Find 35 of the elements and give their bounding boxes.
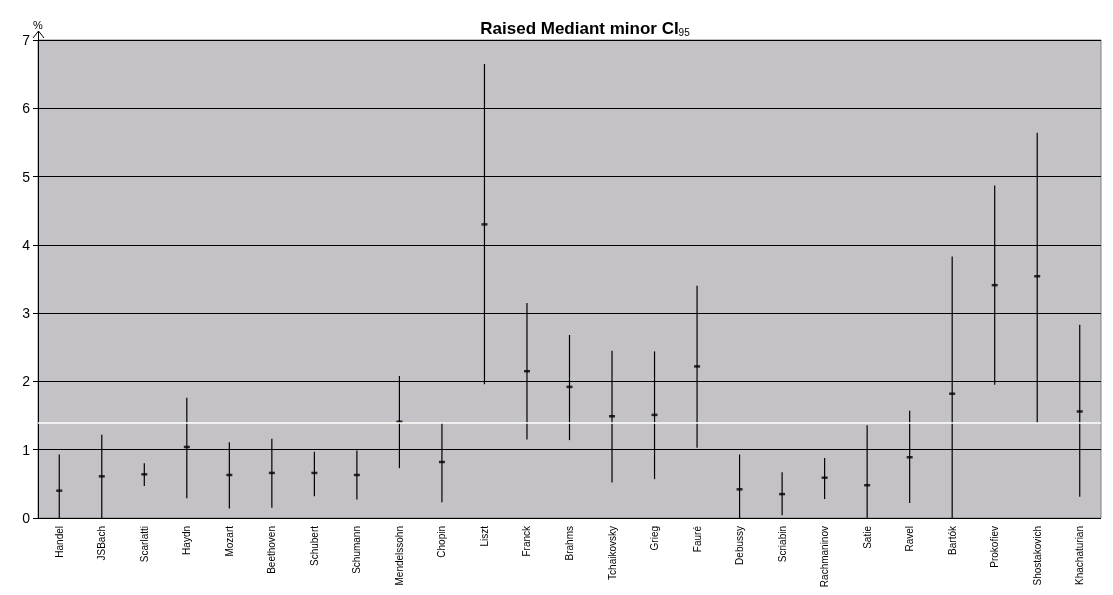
y-tick-label: 1: [22, 441, 31, 458]
x-tick-label: Fauré: [691, 525, 703, 553]
x-tick-label: Schumann: [351, 526, 363, 574]
x-tick-label: Handel: [53, 526, 65, 558]
x-tick-label: Schubert: [308, 525, 320, 567]
y-tick-label: 0: [22, 510, 31, 526]
x-tick-label: Bartók: [946, 525, 958, 555]
y-tick-label: 2: [22, 373, 31, 390]
y-tick-label: 4: [22, 236, 31, 253]
x-tick-label: Ravel: [904, 526, 916, 552]
y-tick-label: 5: [22, 168, 31, 185]
y-tick-label: 3: [22, 305, 31, 322]
x-tick-label: Brahms: [564, 526, 575, 561]
x-tick-label: Liszt: [478, 525, 490, 547]
chart-title: Raised Mediant minor CI95: [480, 18, 691, 38]
x-tick-label: Mendelssohn: [393, 526, 405, 586]
x-tick-label: Haydn: [181, 526, 193, 555]
y-tick-label: 6: [22, 100, 31, 117]
x-tick-label: Scarlatti: [138, 526, 150, 563]
y-tick-label: 7: [22, 32, 31, 48]
x-tick-label: Debussy: [734, 526, 746, 565]
x-tick-label: Satie: [861, 525, 873, 549]
y-axis-title: %: [33, 18, 44, 31]
x-tick-label: Scriabin: [776, 526, 788, 563]
x-tick-label: Tchaikovsky: [606, 526, 618, 580]
x-tick-label: Rachmaninov: [819, 526, 831, 588]
x-tick-label: Grieg: [649, 526, 661, 551]
x-tick-label: Chopin: [436, 526, 448, 558]
x-tick-label: Beethoven: [266, 526, 278, 574]
x-tick-label: Franck: [521, 525, 533, 557]
x-tick-label: Prokofiev: [989, 526, 1001, 568]
x-tick-label: Khachaturian: [1074, 526, 1086, 585]
x-tick-label: JSBach: [96, 526, 108, 561]
x-tick-label: Shostakovich: [1031, 526, 1043, 586]
x-tick-label: Mozart: [223, 525, 235, 557]
